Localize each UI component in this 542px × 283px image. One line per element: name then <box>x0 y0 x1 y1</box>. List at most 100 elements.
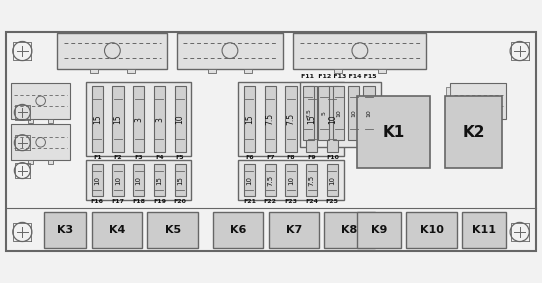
Bar <box>92 86 103 152</box>
Text: 10: 10 <box>330 176 335 185</box>
Bar <box>175 86 186 152</box>
Bar <box>11 124 70 160</box>
Text: 10: 10 <box>328 114 337 124</box>
Bar <box>92 164 103 196</box>
Text: F17: F17 <box>112 199 125 204</box>
Text: 3: 3 <box>134 117 143 122</box>
Text: 3: 3 <box>155 117 164 122</box>
Bar <box>364 86 375 140</box>
Bar <box>327 164 338 196</box>
Bar <box>175 164 186 196</box>
Bar <box>269 212 319 248</box>
Text: 10: 10 <box>176 114 185 124</box>
Bar <box>44 212 86 248</box>
Bar <box>447 87 450 115</box>
Text: F16: F16 <box>91 199 104 204</box>
Text: 7.5: 7.5 <box>286 113 295 125</box>
Text: 15: 15 <box>245 114 254 124</box>
Text: F19: F19 <box>153 199 166 204</box>
Bar <box>450 83 506 119</box>
Text: F23: F23 <box>285 199 298 204</box>
Bar <box>154 86 165 152</box>
Text: K11: K11 <box>472 225 496 235</box>
Text: F24: F24 <box>305 199 318 204</box>
Text: F1: F1 <box>93 155 101 160</box>
Bar <box>244 164 255 196</box>
Bar <box>462 212 506 248</box>
Text: K10: K10 <box>420 225 443 235</box>
Bar <box>285 86 296 152</box>
Bar <box>90 68 98 73</box>
Text: F11  F12 F13 F14 F15: F11 F12 F13 F14 F15 <box>301 74 377 79</box>
Bar <box>127 68 135 73</box>
Text: 10: 10 <box>336 109 341 117</box>
Text: F6: F6 <box>245 155 254 160</box>
Bar <box>238 82 344 156</box>
Bar <box>285 164 296 196</box>
Text: F25: F25 <box>326 199 339 204</box>
Text: 15: 15 <box>307 114 316 124</box>
Text: 5: 5 <box>321 111 326 115</box>
Bar <box>28 119 33 123</box>
Text: F7: F7 <box>266 155 274 160</box>
Text: F4: F4 <box>155 155 164 160</box>
Bar <box>334 68 341 73</box>
Bar <box>318 86 329 140</box>
Text: K3: K3 <box>57 225 73 235</box>
Bar <box>264 86 276 152</box>
Bar <box>293 33 427 68</box>
Bar <box>133 86 144 152</box>
Text: 7.5: 7.5 <box>266 113 275 125</box>
Text: F8: F8 <box>287 155 295 160</box>
Text: 7.5: 7.5 <box>308 175 315 186</box>
Text: 7.5: 7.5 <box>267 175 273 186</box>
Bar <box>213 212 263 248</box>
Text: F21: F21 <box>243 199 256 204</box>
Bar <box>244 86 255 152</box>
Text: 15: 15 <box>113 114 122 124</box>
Text: 10: 10 <box>288 176 294 185</box>
Bar <box>325 212 375 248</box>
Bar <box>28 160 33 164</box>
Bar <box>57 33 167 68</box>
Bar <box>244 68 251 73</box>
Bar <box>133 164 144 196</box>
Text: 15: 15 <box>93 114 102 124</box>
Bar <box>445 97 502 168</box>
Text: 10: 10 <box>247 176 253 185</box>
Bar <box>112 164 124 196</box>
Bar <box>48 119 53 123</box>
Text: F5: F5 <box>176 155 184 160</box>
Bar <box>86 160 191 200</box>
Text: 10: 10 <box>94 176 100 185</box>
Text: F18: F18 <box>132 199 145 204</box>
Bar <box>306 86 317 152</box>
Bar <box>208 68 216 73</box>
Text: F2: F2 <box>114 155 122 160</box>
Text: 15: 15 <box>177 176 183 185</box>
Text: 15: 15 <box>157 176 163 185</box>
Text: F20: F20 <box>173 199 186 204</box>
Text: K4: K4 <box>108 225 125 235</box>
Text: F22: F22 <box>264 199 277 204</box>
Bar <box>86 82 191 156</box>
Text: K7: K7 <box>286 225 302 235</box>
Bar <box>306 164 317 196</box>
Bar <box>11 83 70 119</box>
Bar <box>303 86 314 140</box>
Text: 7.5: 7.5 <box>306 108 311 118</box>
Text: K6: K6 <box>230 225 246 235</box>
Text: K5: K5 <box>165 225 180 235</box>
Text: F9: F9 <box>307 155 316 160</box>
Bar <box>300 82 381 147</box>
Bar <box>264 164 276 196</box>
Bar <box>154 164 165 196</box>
Bar <box>406 212 457 248</box>
Text: 10: 10 <box>115 176 121 185</box>
Bar <box>238 160 344 200</box>
Bar <box>357 97 430 168</box>
Text: K2: K2 <box>462 125 485 140</box>
Bar <box>112 86 124 152</box>
Bar <box>333 86 344 140</box>
Bar <box>349 86 359 140</box>
